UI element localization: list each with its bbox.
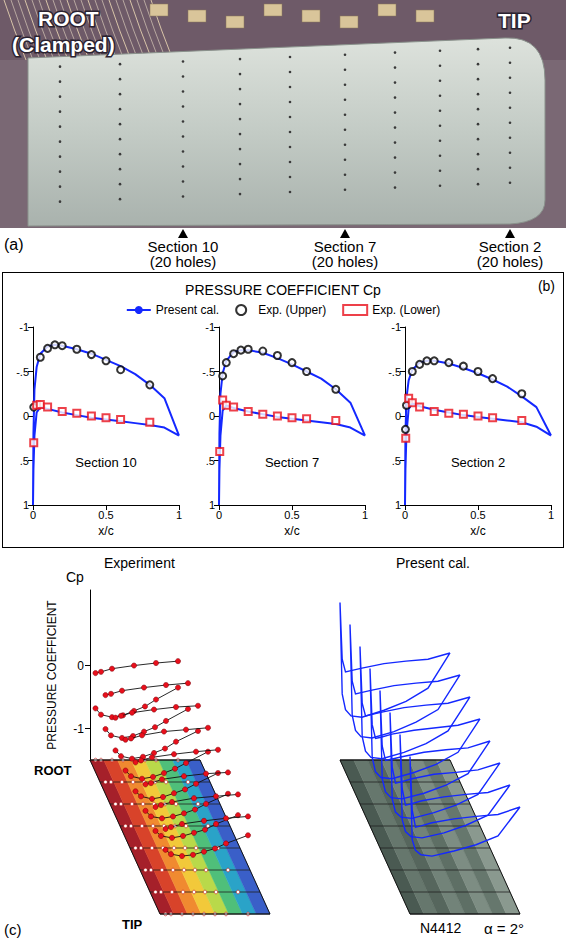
svg-text:-1: -1 <box>391 321 401 333</box>
svg-text:Section 7: Section 7 <box>313 238 377 255</box>
svg-text:.5: .5 <box>392 455 401 467</box>
svg-text:(b): (b) <box>538 278 555 294</box>
svg-text:x/c: x/c <box>284 524 299 538</box>
svg-text:(a): (a) <box>4 236 24 253</box>
svg-text:1: 1 <box>395 499 401 511</box>
svg-text:Section 2: Section 2 <box>451 455 505 470</box>
svg-text:Experiment: Experiment <box>104 555 175 571</box>
svg-text:TIP: TIP <box>498 9 531 32</box>
svg-text:PRESSURE COEFFICIENT: PRESSURE COEFFICIENT <box>45 600 59 750</box>
svg-text:ROOT: ROOT <box>34 763 72 778</box>
svg-text:1: 1 <box>23 499 29 511</box>
svg-text:-.5: -.5 <box>388 366 401 378</box>
svg-text:1: 1 <box>209 499 215 511</box>
svg-text:Cp: Cp <box>66 569 84 585</box>
svg-text:0.5: 0.5 <box>470 509 485 521</box>
svg-text:Section 10: Section 10 <box>75 455 136 470</box>
svg-text:.5: .5 <box>20 455 29 467</box>
svg-text:(Clamped): (Clamped) <box>12 33 115 56</box>
svg-text:1: 1 <box>548 509 554 521</box>
svg-text:N4412: N4412 <box>420 920 461 936</box>
svg-text:Present cal.: Present cal. <box>156 303 219 317</box>
svg-text:0: 0 <box>30 509 36 521</box>
svg-text:TIP: TIP <box>122 917 143 932</box>
svg-text:(20 holes): (20 holes) <box>312 253 379 270</box>
svg-text:0.5: 0.5 <box>98 509 113 521</box>
svg-text:Section 10: Section 10 <box>147 238 219 255</box>
svg-text:-1: -1 <box>19 321 29 333</box>
svg-text:0: 0 <box>209 410 215 422</box>
svg-text:x/c: x/c <box>470 524 485 538</box>
svg-text:-.5: -.5 <box>202 366 215 378</box>
svg-text:0: 0 <box>77 659 84 673</box>
svg-text:Section 7: Section 7 <box>265 455 319 470</box>
svg-text:-1: -1 <box>73 722 84 736</box>
svg-text:Exp. (Lower): Exp. (Lower) <box>372 303 440 317</box>
svg-text:α = 2°: α = 2° <box>484 920 524 937</box>
svg-text:0: 0 <box>395 410 401 422</box>
svg-text:-1: -1 <box>205 321 215 333</box>
svg-text:0.5: 0.5 <box>284 509 299 521</box>
svg-text:.5: .5 <box>206 455 215 467</box>
svg-text:0: 0 <box>216 509 222 521</box>
svg-text:-.5: -.5 <box>16 366 29 378</box>
svg-text:1: 1 <box>362 509 368 521</box>
svg-text:(20 holes): (20 holes) <box>477 253 544 270</box>
svg-text:Present cal.: Present cal. <box>396 555 470 571</box>
svg-text:(c): (c) <box>4 921 22 938</box>
svg-text:0: 0 <box>23 410 29 422</box>
svg-text:1: 1 <box>176 509 182 521</box>
svg-text:x/c: x/c <box>98 524 113 538</box>
svg-text:ROOT: ROOT <box>38 7 99 30</box>
svg-text:Section 2: Section 2 <box>478 238 542 255</box>
svg-text:PRESSURE COEFFICIENT Cp: PRESSURE COEFFICIENT Cp <box>185 282 381 298</box>
svg-text:0: 0 <box>402 509 408 521</box>
svg-text:Exp. (Upper): Exp. (Upper) <box>258 303 326 317</box>
svg-text:(20 holes): (20 holes) <box>150 253 217 270</box>
